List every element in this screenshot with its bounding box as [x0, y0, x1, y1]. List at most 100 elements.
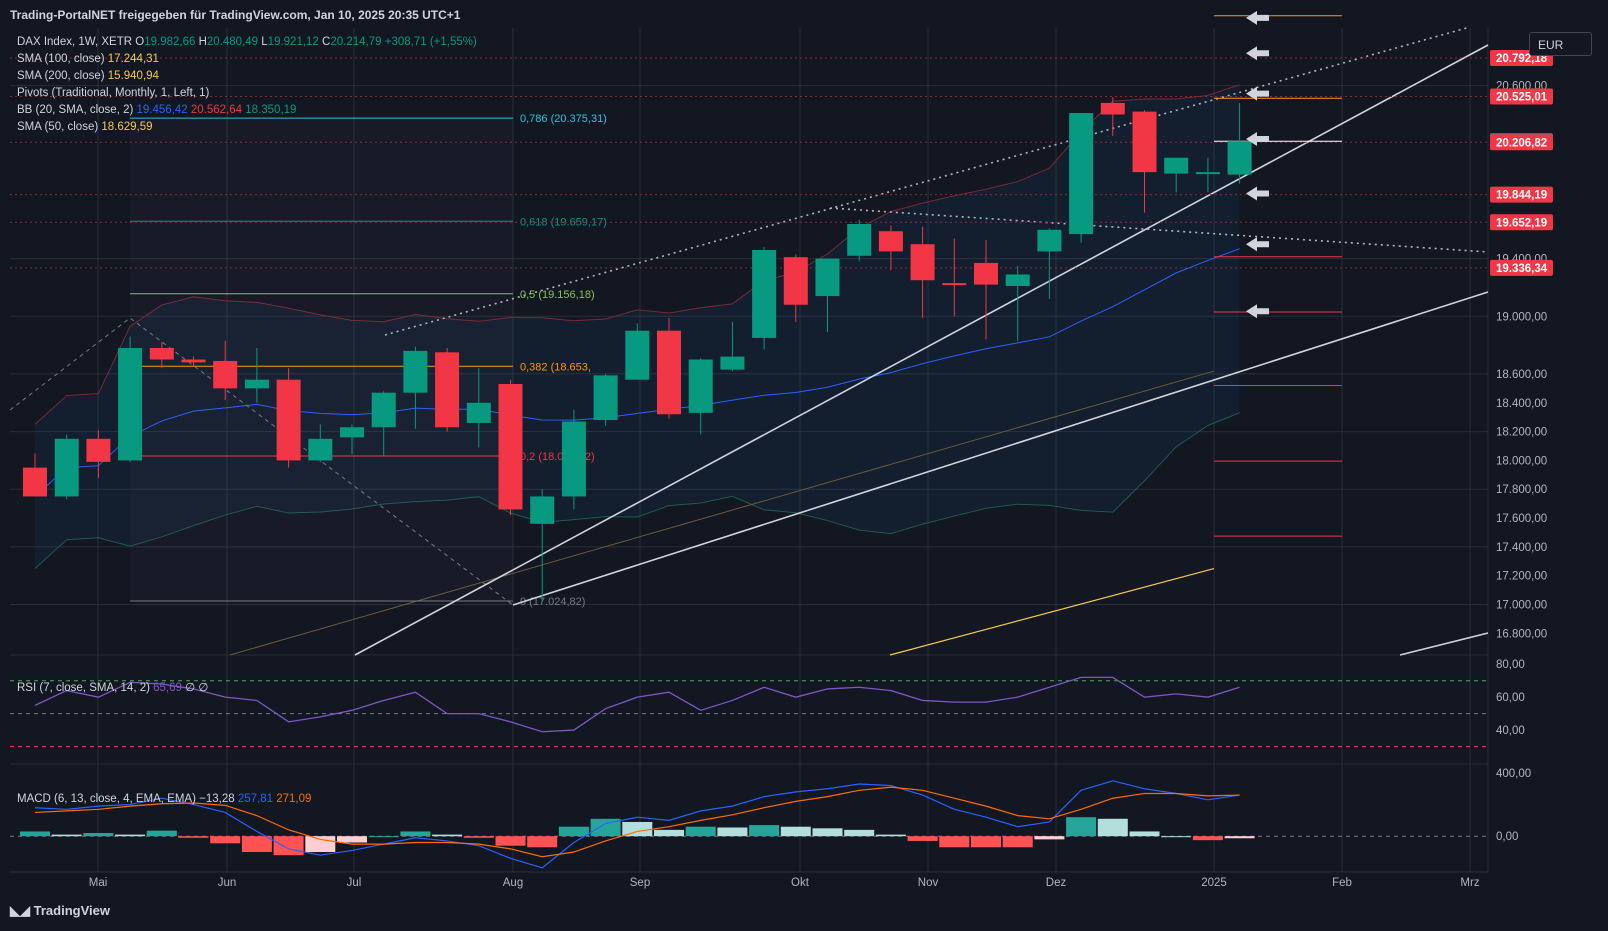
- fib-trend-line: [9, 317, 514, 606]
- time-tick-label: Jun: [218, 877, 237, 889]
- candle-body: [752, 249, 777, 338]
- legend-sma50[interactable]: SMA (50, close) 18.629,59: [17, 121, 153, 133]
- bb-basis-line: [34, 248, 1240, 497]
- candle-body: [498, 384, 523, 510]
- macd-histogram-bar: [875, 834, 906, 837]
- macd-histogram-bar: [83, 833, 114, 837]
- macd-histogram-bar: [1129, 831, 1160, 837]
- time-tick-label: Dez: [1046, 877, 1067, 889]
- macd-histogram-bar: [654, 829, 684, 837]
- candle-body: [466, 402, 491, 423]
- macd-histogram-bar: [812, 828, 843, 837]
- legend-ohlc: DAX Index, 1W, XETR O19.982,66 H20.480,4…: [17, 36, 477, 48]
- price-tick-label: 16.800,00: [1496, 628, 1547, 640]
- price-tag: [1490, 88, 1553, 105]
- rsi-tick-label: 60,00: [1496, 692, 1525, 704]
- macd-histogram-bar: [971, 836, 1001, 848]
- fib-level-label: 0,382 (18.653,: [520, 361, 591, 373]
- macd-histogram-bar: [780, 826, 811, 837]
- legend-sma100[interactable]: SMA (100, close) 17.244,31: [17, 53, 159, 65]
- candle-body: [308, 438, 333, 461]
- rsi-legend[interactable]: RSI (7, close, SMA, 14, 2) 65,69 ∅ ∅: [17, 682, 209, 694]
- change-value: +308,71 (+1,55%): [384, 36, 477, 48]
- time-tick-label: Jul: [347, 877, 362, 889]
- candle-body: [276, 379, 301, 461]
- macd-histogram-bar: [146, 830, 177, 837]
- fib-level-label: 0,5 (19.156,18): [520, 289, 595, 301]
- time-tick-label: Aug: [503, 877, 523, 889]
- macd-histogram-bar: [717, 827, 748, 837]
- macd-histogram-bar: [115, 834, 146, 837]
- price-tick-label: 18.400,00: [1496, 398, 1547, 410]
- legend-bb[interactable]: BB (20, SMA, close, 2) 19.456,42 20.562,…: [17, 104, 297, 116]
- close-value: 20.214,79: [330, 36, 382, 48]
- publisher-text: Trading-PortalNET freigegeben für Tradin…: [10, 8, 461, 22]
- candle-body: [593, 375, 618, 421]
- candle-body: [688, 359, 713, 413]
- price-tag-label: 19.844,19: [1496, 190, 1547, 202]
- candle-body: [371, 392, 396, 428]
- candle-body: [1227, 141, 1252, 175]
- candle-body: [625, 330, 650, 380]
- currency-selector[interactable]: EUR: [1529, 32, 1592, 56]
- macd-histogram-bar: [368, 836, 399, 838]
- price-tick-label: 17.600,00: [1496, 513, 1547, 525]
- price-tick-label: 18.000,00: [1496, 455, 1547, 467]
- macd-histogram-bar: [305, 836, 336, 853]
- candle-body: [878, 231, 903, 252]
- macd-histogram-bar: [1161, 836, 1192, 838]
- price-tick-label: 17.400,00: [1496, 542, 1547, 554]
- candle-body: [1195, 172, 1220, 175]
- price-tag-label: 19.336,34: [1496, 263, 1548, 275]
- macd-histogram-bar: [622, 821, 653, 837]
- time-tick-label: Mrz: [1460, 877, 1479, 889]
- arrow-left-icon: [1246, 10, 1269, 25]
- candle-body: [213, 360, 238, 389]
- candle-body: [1037, 229, 1062, 252]
- time-tick-label: Okt: [791, 877, 810, 889]
- price-tick-label: 17.200,00: [1496, 571, 1547, 583]
- price-tag-label: 19.652,19: [1496, 217, 1547, 229]
- macd-histogram-bar: [273, 836, 304, 856]
- macd-histogram-bar: [590, 818, 621, 837]
- macd-histogram-bar: [432, 834, 463, 837]
- price-tick-label: 19.000,00: [1496, 311, 1547, 323]
- candle-body: [657, 330, 681, 415]
- price-tick-label: 18.600,00: [1496, 369, 1547, 381]
- candle-body: [1164, 157, 1189, 174]
- price-tick-label: 17.800,00: [1496, 484, 1547, 496]
- price-tick-label: 18.200,00: [1496, 427, 1547, 439]
- time-tick-label: Mai: [89, 877, 108, 889]
- macd-histogram-bar: [400, 831, 431, 837]
- macd-histogram-bar: [495, 836, 526, 846]
- price-tag-label: 20.206,82: [1496, 137, 1547, 149]
- macd-tick-label: 0,00: [1496, 831, 1518, 843]
- tradingview-logo[interactable]: ◣◢ TradingView: [10, 903, 110, 918]
- symbol-label[interactable]: DAX Index, 1W, XETR: [17, 36, 133, 48]
- time-tick-label: 2025: [1201, 877, 1227, 889]
- legend-pivots[interactable]: Pivots (Traditional, Monthly, 1, Left, 1…: [17, 87, 210, 99]
- candle-body: [181, 359, 206, 363]
- candle-body: [149, 347, 174, 360]
- bb-upper-line: [34, 84, 1240, 425]
- macd-histogram-bar: [241, 836, 272, 853]
- macd-histogram-bar: [527, 836, 558, 848]
- fib-level-label: 0 (17.024,82): [520, 596, 585, 608]
- high-value: 20.480,49: [206, 36, 259, 48]
- trendline-dotted-lower: [829, 207, 1489, 253]
- macd-histogram-bar: [844, 829, 875, 837]
- rsi-tick-label: 40,00: [1496, 725, 1525, 737]
- price-tick-label: 17.000,00: [1496, 600, 1547, 612]
- legend-sma200[interactable]: SMA (200, close) 15.940,94: [17, 70, 159, 82]
- macd-histogram-bar: [1097, 818, 1128, 837]
- macd-legend[interactable]: MACD (6, 13, close, 4, EMA, EMA) −13,28 …: [17, 793, 312, 805]
- candle-body: [815, 258, 840, 297]
- candle-body: [23, 467, 47, 497]
- arrow-left-icon: [1246, 86, 1269, 101]
- candle-body: [847, 224, 872, 256]
- macd-histogram-bar: [20, 831, 50, 837]
- price-tag: [1490, 134, 1553, 151]
- time-tick-label: Feb: [1332, 877, 1352, 889]
- candle-body: [942, 283, 967, 286]
